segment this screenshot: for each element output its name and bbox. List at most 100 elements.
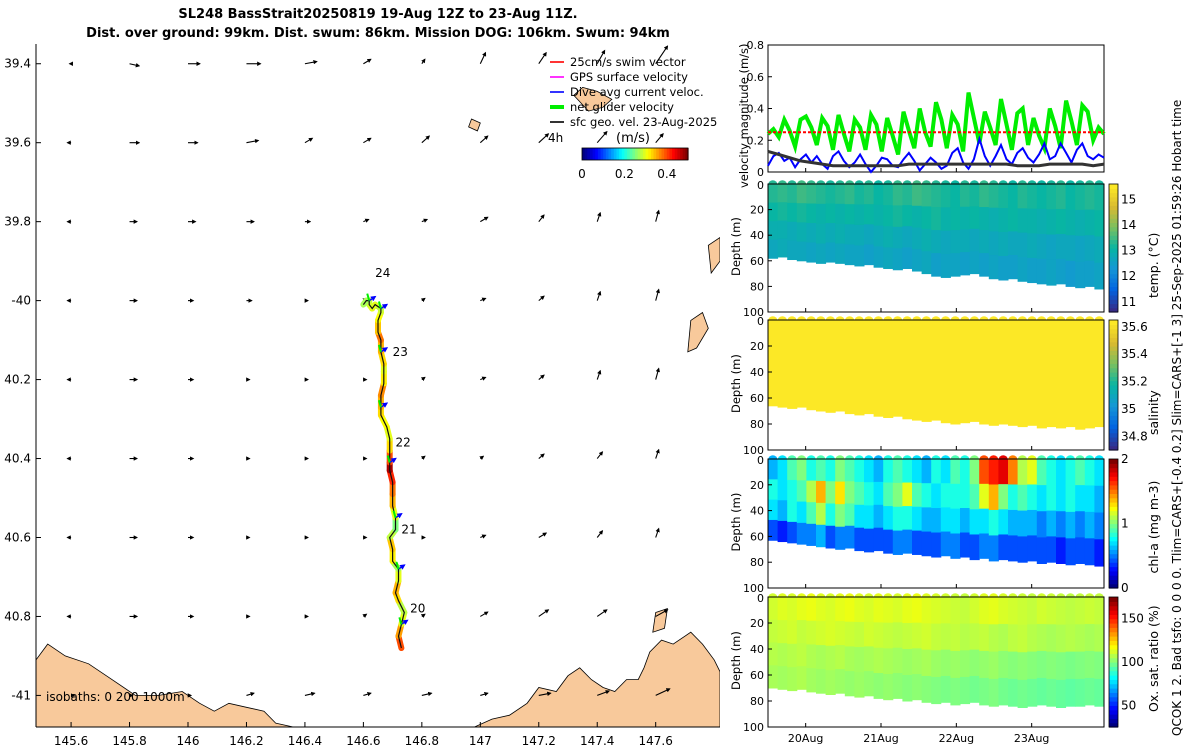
- heatmap-cell: [1056, 258, 1067, 285]
- speed-colorbar-cell: [648, 148, 652, 160]
- heatmap-cell: [1036, 485, 1047, 512]
- chla-colorbar-cell: [1109, 489, 1118, 494]
- temperature-y-tick-label-zero: 0: [757, 179, 764, 192]
- heatmap-surface-dot: [864, 316, 874, 326]
- geo-velocity-arrow: [421, 218, 429, 223]
- heatmap-cell: [931, 650, 942, 678]
- heatmap-cell: [988, 597, 999, 625]
- heatmap-cell: [940, 531, 951, 557]
- salinity-colorbar-cell: [1109, 328, 1118, 334]
- velocity-y-axis-label: velocity magnitude (m/s): [737, 43, 751, 188]
- heatmap-cell: [960, 459, 971, 485]
- speed-colorbar-cell: [603, 148, 607, 160]
- salinity-colorbar-frame: [1108, 319, 1119, 451]
- heatmap-cell: [1065, 235, 1076, 262]
- heatmap-cell: [796, 320, 807, 408]
- heatmap-cell: [1084, 650, 1095, 679]
- heatmap-cell: [1046, 459, 1057, 486]
- heatmap-cell: [768, 479, 779, 501]
- geo-velocity-arrow: [420, 455, 426, 461]
- heatmap-cell: [921, 675, 932, 703]
- island-2: [707, 237, 720, 275]
- heatmap-surface-dot: [1027, 455, 1037, 465]
- heatmap-cell: [825, 525, 836, 549]
- salinity-colorbar-cell: [1109, 424, 1118, 429]
- heatmap-cell: [998, 459, 1009, 485]
- heatmap-cell: [950, 650, 961, 679]
- heatmap-cell: [1075, 485, 1086, 512]
- heatmap-surface-dot: [960, 180, 970, 190]
- heatmap-surface-dot: [806, 593, 816, 603]
- heatmap-cell: [835, 645, 846, 670]
- heatmap-cell: [969, 320, 980, 422]
- heatmap-cell: [988, 624, 999, 653]
- salinity-y-tick-label-zero: 0: [757, 315, 764, 328]
- oxygen-colorbar-cell: [1109, 636, 1118, 641]
- heatmap-cell: [1008, 207, 1019, 232]
- oxygen-colorbar-cell: [1109, 627, 1118, 633]
- map-x-tick-label: 147.2: [522, 734, 556, 748]
- heatmap-cell: [969, 649, 980, 677]
- heatmap-cell: [940, 184, 951, 208]
- heatmap-surface-dot: [1017, 455, 1028, 465]
- heatmap-surface-dot: [1084, 316, 1095, 326]
- heatmap-surface-dot: [844, 316, 855, 326]
- salinity-colorbar-cell: [1109, 411, 1118, 416]
- heatmap-cell: [825, 645, 836, 671]
- heatmap-cell: [1046, 624, 1057, 653]
- current-vector: [380, 303, 389, 310]
- heatmap-cell: [1036, 623, 1047, 652]
- heatmap-surface-dot: [806, 180, 816, 190]
- heatmap-cell: [854, 622, 865, 648]
- heatmap-cell: [1094, 512, 1105, 540]
- temperature-colorbar-cell: [1109, 303, 1118, 309]
- oxygen-colorbar-cell: [1109, 662, 1118, 667]
- time-x-tick-label: 21Aug: [863, 732, 898, 745]
- salinity-colorbar-cell: [1109, 402, 1118, 408]
- heatmap-surface-dot: [1075, 316, 1085, 326]
- geo-velocity-arrow: [596, 49, 606, 65]
- heatmap-cell: [835, 597, 846, 622]
- heatmap-cell: [777, 597, 788, 621]
- heatmap-cell: [979, 459, 990, 485]
- heatmap-cell: [1094, 624, 1105, 653]
- heatmap-cell: [854, 224, 865, 246]
- heatmap-cell: [1094, 485, 1105, 514]
- heatmap-cell: [950, 207, 961, 231]
- heatmap-surface-dot: [1036, 180, 1047, 190]
- heatmap-surface-dot: [950, 316, 960, 326]
- heatmap-cell: [1046, 234, 1057, 261]
- heatmap-cell: [1094, 236, 1105, 264]
- heatmap-cell: [940, 230, 951, 255]
- speed-colorbar-cell: [627, 148, 631, 160]
- speed-colorbar-cell: [624, 148, 628, 160]
- heatmap-cell: [921, 483, 932, 508]
- heatmap-cell: [825, 481, 836, 505]
- map-x-tick-label: 146.4: [288, 734, 322, 748]
- legend-entry: sfc geo. vel. 23-Aug-2025: [570, 115, 717, 129]
- heatmap-cell: [844, 525, 855, 549]
- heatmap-cell: [873, 204, 884, 227]
- heatmap-cell: [787, 620, 798, 645]
- current-vector: [368, 295, 377, 302]
- salinity-colorbar-cell: [1109, 389, 1118, 395]
- temperature-colorbar-cell: [1109, 192, 1118, 198]
- heatmap-cell: [864, 621, 875, 647]
- oxygen-colorbar-frame: [1108, 596, 1119, 728]
- temperature-colorbar-cell: [1109, 265, 1118, 270]
- heatmap-cell: [931, 623, 942, 651]
- glider-velocity-vector: [377, 344, 382, 353]
- oxygen-colorbar-cell: [1109, 653, 1118, 659]
- heatmap-cell: [816, 597, 827, 622]
- temperature-colorbar-cell: [1109, 188, 1118, 194]
- speed-colorbar-cell: [613, 148, 618, 160]
- heatmap-cell: [864, 320, 875, 415]
- current-vector: [395, 512, 403, 519]
- heatmap-surface-dot: [931, 316, 941, 326]
- heatmap-surface-dot: [912, 180, 922, 190]
- heatmap-cell: [787, 202, 798, 223]
- heatmap-cell: [1036, 511, 1047, 538]
- glider-track-line: [362, 300, 405, 649]
- chla-y-tick-label: 20: [750, 479, 764, 492]
- heatmap-cell: [950, 184, 961, 208]
